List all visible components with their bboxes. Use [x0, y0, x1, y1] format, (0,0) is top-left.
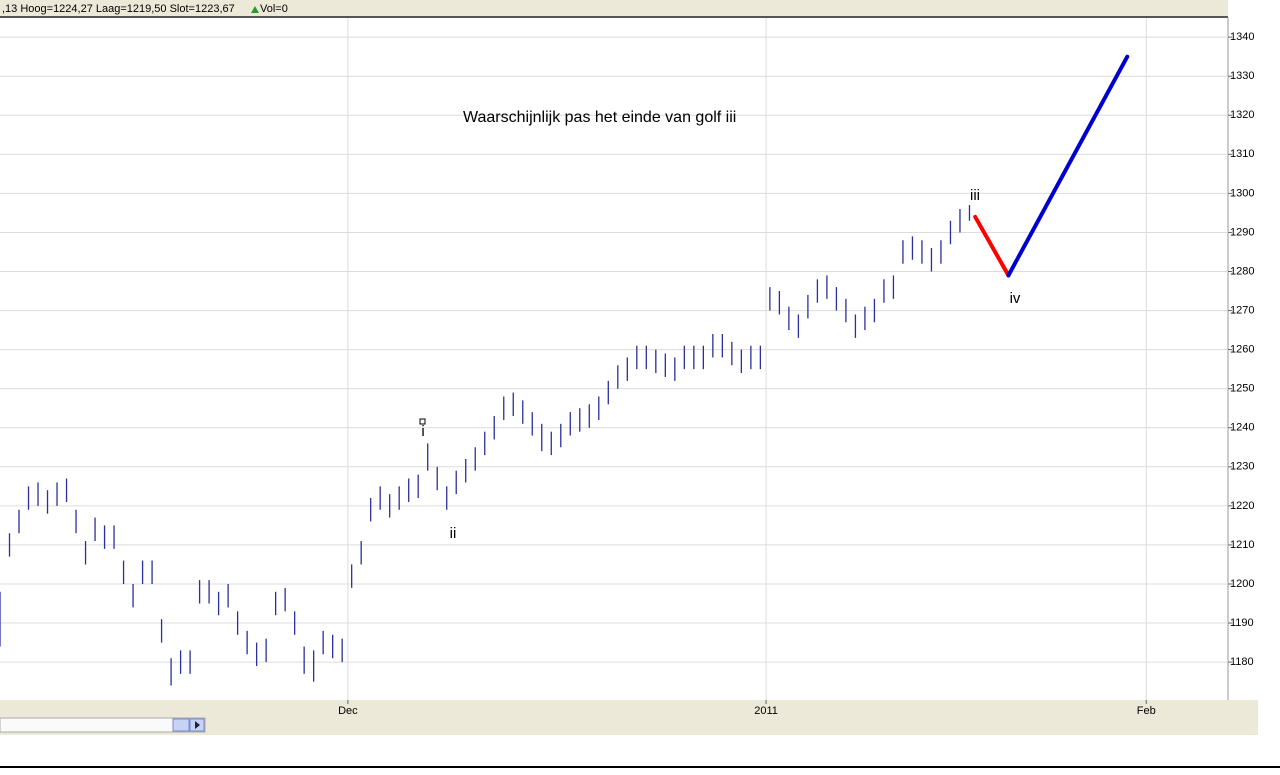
- selection-marker: [419, 418, 426, 425]
- y-tick-label: 1260: [1230, 344, 1254, 356]
- y-tick-label: 1330: [1230, 70, 1254, 82]
- projection-line: [973, 214, 1011, 278]
- y-tick-label: 1240: [1230, 422, 1254, 434]
- scrollbar[interactable]: [0, 717, 206, 733]
- x-tick-label: 2011: [754, 705, 778, 717]
- volume-arrow: [251, 6, 259, 13]
- y-tick-label: 1300: [1230, 187, 1254, 199]
- y-tick-label: 1210: [1230, 539, 1254, 551]
- y-tick-label: 1290: [1230, 226, 1254, 238]
- y-tick-label: 1250: [1230, 383, 1254, 395]
- y-tick-label: 1270: [1230, 304, 1254, 316]
- annotation: Waarschijnlijk pas het einde van golf ii…: [463, 109, 736, 126]
- y-axis-area: [1228, 17, 1258, 735]
- annotation: iii: [970, 187, 980, 204]
- annotation: i: [421, 423, 424, 440]
- y-tick-label: 1320: [1230, 109, 1254, 121]
- y-tick-label: 1180: [1230, 656, 1254, 668]
- y-tick-label: 1190: [1230, 617, 1254, 629]
- x-axis-area: [0, 700, 1258, 735]
- x-tick-label: Feb: [1137, 705, 1156, 717]
- y-tick-label: 1280: [1230, 265, 1254, 277]
- scroll-arrow: [195, 721, 200, 729]
- projection-line: [1006, 54, 1130, 278]
- y-tick-label: 1340: [1230, 31, 1254, 43]
- plot-area: 1180 1190 1200 1210 1220 1230 1240 1250 1260 1270…: [0, 18, 1254, 717]
- y-tick-label: 1220: [1230, 500, 1254, 512]
- y-tick-label: 1310: [1230, 148, 1254, 160]
- y-tick-label: 1200: [1230, 578, 1254, 590]
- scrollbar-thumb[interactable]: [172, 718, 190, 732]
- volume-text: Vol=0: [260, 3, 288, 15]
- info-bar: [0, 0, 1228, 17]
- right-margin: [1258, 0, 1280, 770]
- annotation: iv: [1010, 290, 1021, 307]
- info-text: ,13 Hoog=1224,27 Laag=1219,50 Slot=1223,…: [2, 3, 235, 15]
- annotation: ii: [450, 525, 457, 542]
- y-tick-label: 1230: [1230, 461, 1254, 473]
- x-tick-label: Dec: [338, 705, 358, 717]
